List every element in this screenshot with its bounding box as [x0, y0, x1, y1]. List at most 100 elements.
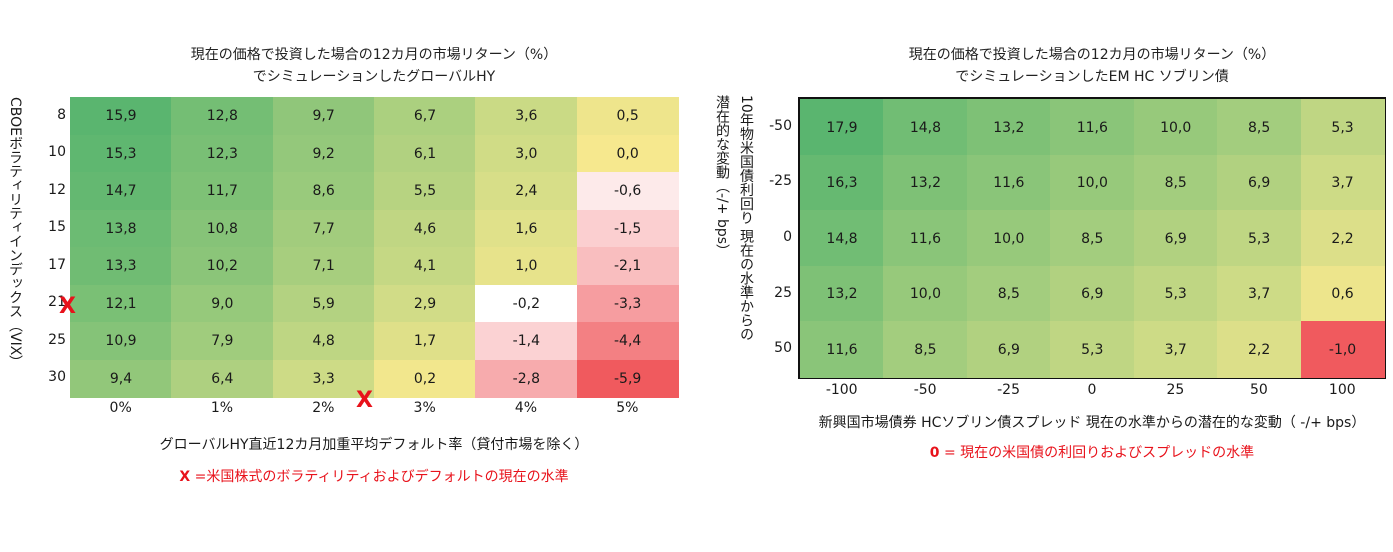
left-chart-y-axis-title: CBOEボラティリティインデックス（VIX） — [7, 97, 23, 370]
right-cell-r4-c5: 2,2 — [1217, 321, 1302, 379]
left-y-tick: 15 — [48, 219, 66, 236]
left-cell-r1-c1: 12,3 — [171, 134, 274, 173]
left-cell-r3-c0: 13,8 — [70, 209, 172, 248]
left-y-tick: 30 — [48, 369, 66, 386]
right-chart-y-axis-title-line-1: 10年物米国債利回り 現在の水準からの — [738, 95, 754, 342]
right-cell-r2-c2: 10,0 — [966, 210, 1051, 268]
right-y-tick: -25 — [769, 173, 792, 190]
right-x-tick: 50 — [1249, 382, 1268, 398]
right-cell-r1-c2: 11,6 — [966, 154, 1051, 212]
right-x-tick: 0 — [1087, 382, 1097, 398]
left-cell-r2-c0: 14,7 — [70, 172, 172, 210]
left-cell-r7-c4: -2,8 — [475, 359, 578, 398]
right-cell-r0-c3: 11,6 — [1050, 99, 1135, 156]
right-cell-r0-c5: 8,5 — [1217, 99, 1302, 156]
right-cell-r3-c4: 5,3 — [1133, 265, 1218, 323]
left-cell-r6-c1: 7,9 — [171, 322, 274, 360]
right-cell-r3-c2: 8,5 — [966, 265, 1051, 323]
left-cell-r6-c0: 10,9 — [70, 322, 172, 360]
right-y-tick: 50 — [774, 340, 792, 357]
right-cell-r4-c4: 3,7 — [1133, 321, 1218, 379]
right-cell-r3-c5: 3,7 — [1217, 265, 1302, 323]
left-cell-r2-c4: 2,4 — [475, 172, 578, 210]
right-cell-r2-c6: 2,2 — [1300, 210, 1385, 268]
left-cell-r0-c1: 12,8 — [171, 97, 274, 135]
left-cell-r1-c2: 9,2 — [272, 134, 375, 173]
right-chart-panel: 現在の価格で投資した場合の12カ月の市場リターン（%） でシミュレーションしたE… — [690, 0, 1393, 552]
left-chart-x-axis-title: グローバルHY直近12カ月加重平均デフォルト率（貸付市場を除く） — [159, 437, 589, 453]
right-cell-r2-c1: 11,6 — [883, 210, 968, 268]
left-cell-r5-c4: -0,2 — [475, 284, 578, 323]
left-cell-r0-c0: 15,9 — [70, 97, 172, 135]
right-x-tick: 25 — [1166, 382, 1185, 398]
left-x-ticks: 0% 1% 2% 3% 4% 5% — [70, 400, 678, 424]
right-cell-r2-c4: 6,9 — [1133, 210, 1218, 268]
right-note-symbol: 0 — [929, 445, 940, 461]
right-cell-r1-c3: 10,0 — [1050, 154, 1135, 212]
left-cell-r1-c3: 6,1 — [374, 134, 476, 173]
right-cell-r0-c4: 10,0 — [1133, 99, 1218, 156]
left-note-text: =米国株式のボラティリティおよびデフォルトの現在の水準 — [190, 469, 569, 485]
left-x-tick: 2% — [312, 400, 335, 416]
left-cell-r0-c5: 0,5 — [576, 97, 679, 135]
right-cell-r3-c1: 10,0 — [883, 265, 968, 323]
left-y-tick: 8 — [57, 106, 66, 123]
right-cell-r0-c6: 5,3 — [1300, 99, 1385, 156]
left-cell-r3-c1: 10,8 — [171, 209, 274, 248]
right-cell-r0-c1: 14,8 — [883, 99, 968, 156]
left-cell-r1-c5: 0,0 — [576, 134, 679, 173]
left-cell-r5-c1: 9,0 — [171, 284, 274, 323]
left-x-tick: 5% — [616, 400, 639, 416]
left-x-tick: 4% — [514, 400, 538, 416]
left-cell-r4-c3: 4,1 — [374, 247, 476, 285]
left-cell-r3-c3: 4,6 — [374, 209, 476, 248]
right-cell-r2-c5: 5,3 — [1217, 210, 1302, 268]
left-cell-r6-c5: -4,4 — [576, 322, 679, 360]
left-cell-r4-c2: 7,1 — [272, 247, 375, 285]
right-chart-y-axis-title-line-2: 潜在的な変動（-/+ bps） — [714, 95, 730, 259]
left-cell-r5-c2: 5,9 — [272, 284, 375, 323]
left-cell-r5-c3: 2,9 — [374, 284, 476, 323]
left-cell-r3-c4: 1,6 — [475, 209, 578, 248]
left-chart-title-line-2: でシミュレーションしたグローバルHY — [252, 69, 496, 85]
left-y-tick: 25 — [48, 331, 66, 348]
left-cell-r1-c0: 15,3 — [70, 134, 172, 173]
left-cell-r6-c3: 1,7 — [374, 322, 476, 360]
right-cell-r1-c4: 8,5 — [1133, 154, 1218, 212]
left-chart-title-line-1: 現在の価格で投資した場合の12カ月の市場リターン（%） — [190, 47, 558, 63]
right-cell-r4-c6: -1,0 — [1300, 321, 1385, 379]
right-cell-r4-c1: 8,5 — [883, 321, 968, 379]
left-cell-r4-c0: 13,3 — [70, 247, 172, 285]
left-x-tick: 3% — [413, 400, 436, 416]
right-cell-r1-c6: 3,7 — [1300, 154, 1385, 212]
left-cell-r2-c2: 8,6 — [272, 172, 375, 210]
right-y-ticks: -50 -25 0 25 50 — [756, 99, 796, 377]
right-y-tick: -50 — [769, 117, 792, 134]
right-y-tick: 25 — [774, 284, 792, 301]
right-x-tick: -100 — [825, 382, 858, 398]
left-cell-r7-c5: -5,9 — [576, 359, 679, 398]
left-heatmap-grid: 15,9 12,8 9,7 6,7 3,6 0,5 15,3 12,3 9,2 6,1 3,0 0,0… — [70, 97, 679, 398]
left-marker-x-current-default: X — [356, 388, 373, 413]
left-y-ticks: 8 10 12 15 17 21 25 30 — [36, 97, 70, 397]
left-cell-r0-c4: 3,6 — [475, 97, 578, 135]
right-cell-r4-c0: 11,6 — [800, 321, 884, 379]
left-cell-r2-c5: -0,6 — [576, 172, 679, 210]
right-x-ticks: -100 -50 -25 0 25 50 100 — [800, 382, 1384, 406]
left-cell-r0-c3: 6,7 — [374, 97, 476, 135]
right-x-tick: -50 — [913, 382, 937, 398]
right-y-tick: 0 — [783, 229, 792, 245]
left-cell-r4-c1: 10,2 — [171, 247, 274, 285]
left-cell-r7-c3: 0,2 — [374, 359, 476, 398]
right-cell-r3-c3: 6,9 — [1050, 265, 1135, 323]
left-cell-r0-c2: 9,7 — [272, 97, 375, 135]
left-cell-r1-c4: 3,0 — [475, 134, 578, 173]
left-marker-y-current-vix: X — [59, 294, 76, 319]
left-x-tick: 0% — [109, 400, 132, 416]
left-note-symbol: X — [179, 469, 191, 485]
left-chart-legend-note: X =米国株式のボラティリティおよびデフォルトの現在の水準 — [70, 466, 678, 486]
left-y-tick: 17 — [48, 256, 66, 273]
right-chart-title-line-1: 現在の価格で投資した場合の12カ月の市場リターン（%） — [908, 47, 1276, 63]
left-cell-r5-c0: 12,1 — [70, 284, 172, 323]
left-y-tick: 12 — [48, 181, 66, 198]
